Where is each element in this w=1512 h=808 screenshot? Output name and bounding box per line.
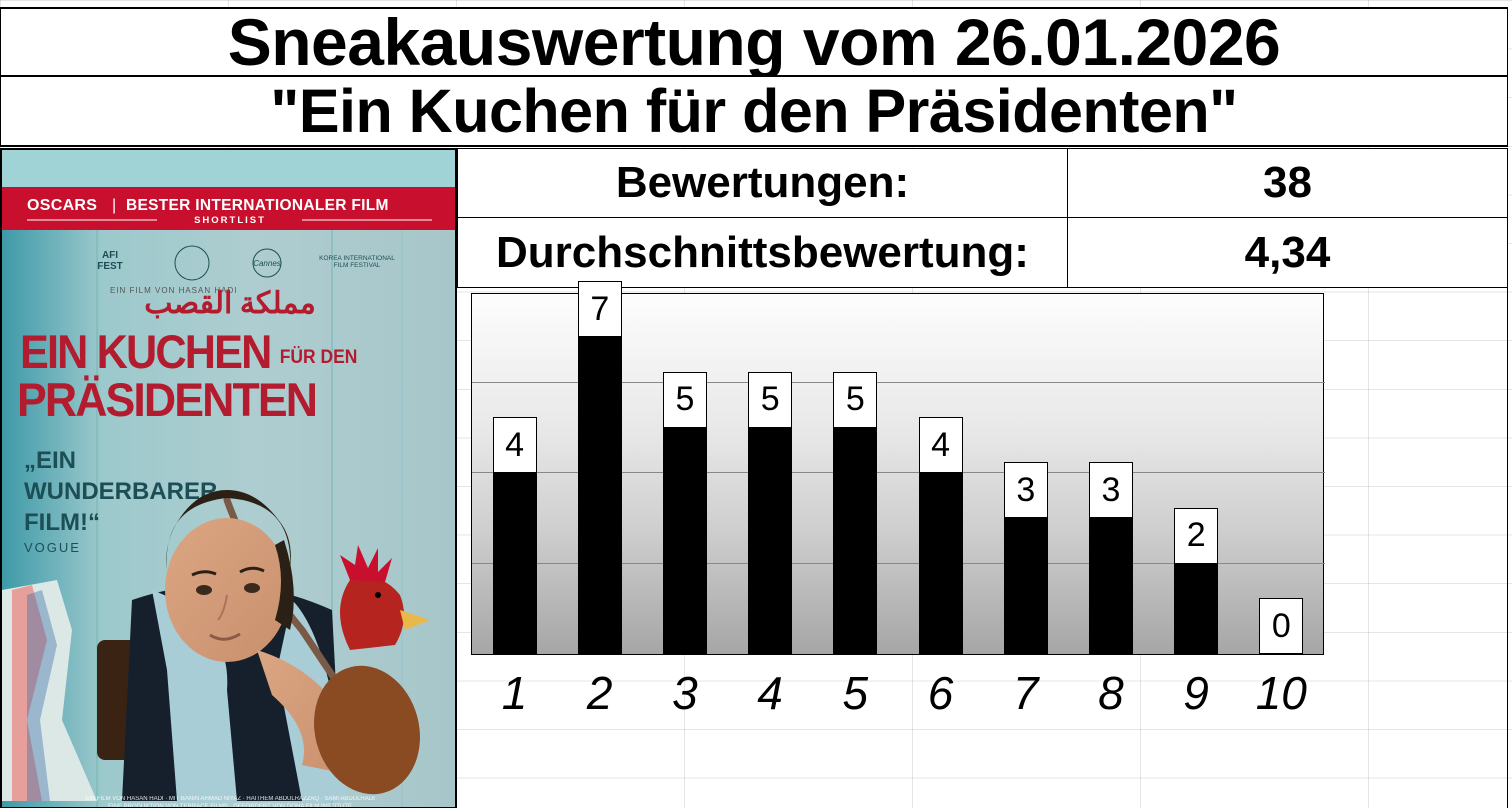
svg-text:WUNDERBARER: WUNDERBARER	[24, 478, 217, 505]
svg-text:FILM FESTIVAL: FILM FESTIVAL	[334, 262, 381, 269]
svg-text:PRÄSIDENTEN: PRÄSIDENTEN	[17, 374, 316, 426]
svg-text:„EIN: „EIN	[24, 447, 76, 474]
svg-text:EINE PRODUKTION VON TERRACE FI: EINE PRODUKTION VON TERRACE FILMS · GEFÖ…	[108, 803, 352, 808]
svg-text:KOREA INTERNATIONAL: KOREA INTERNATIONAL	[319, 255, 395, 262]
svg-text:VOGUE: VOGUE	[24, 540, 81, 555]
svg-text:OSCARS: OSCARS	[27, 197, 97, 214]
svg-text:FILM!“: FILM!“	[24, 509, 100, 536]
svg-text:مملكة القصب: مملكة القصب	[144, 287, 316, 320]
svg-text:Cannes: Cannes	[253, 259, 281, 268]
svg-text:|: |	[112, 197, 116, 214]
svg-text:AFI: AFI	[102, 250, 118, 261]
svg-text:FEST: FEST	[97, 261, 123, 272]
svg-text:BESTER INTERNATIONALER FILM: BESTER INTERNATIONALER FILM	[126, 197, 389, 214]
svg-text:SHORTLIST: SHORTLIST	[194, 215, 266, 226]
svg-text:EIN FILM VON HASAN HADI · MIT: EIN FILM VON HASAN HADI · MIT BANIN AHMA…	[85, 796, 375, 802]
